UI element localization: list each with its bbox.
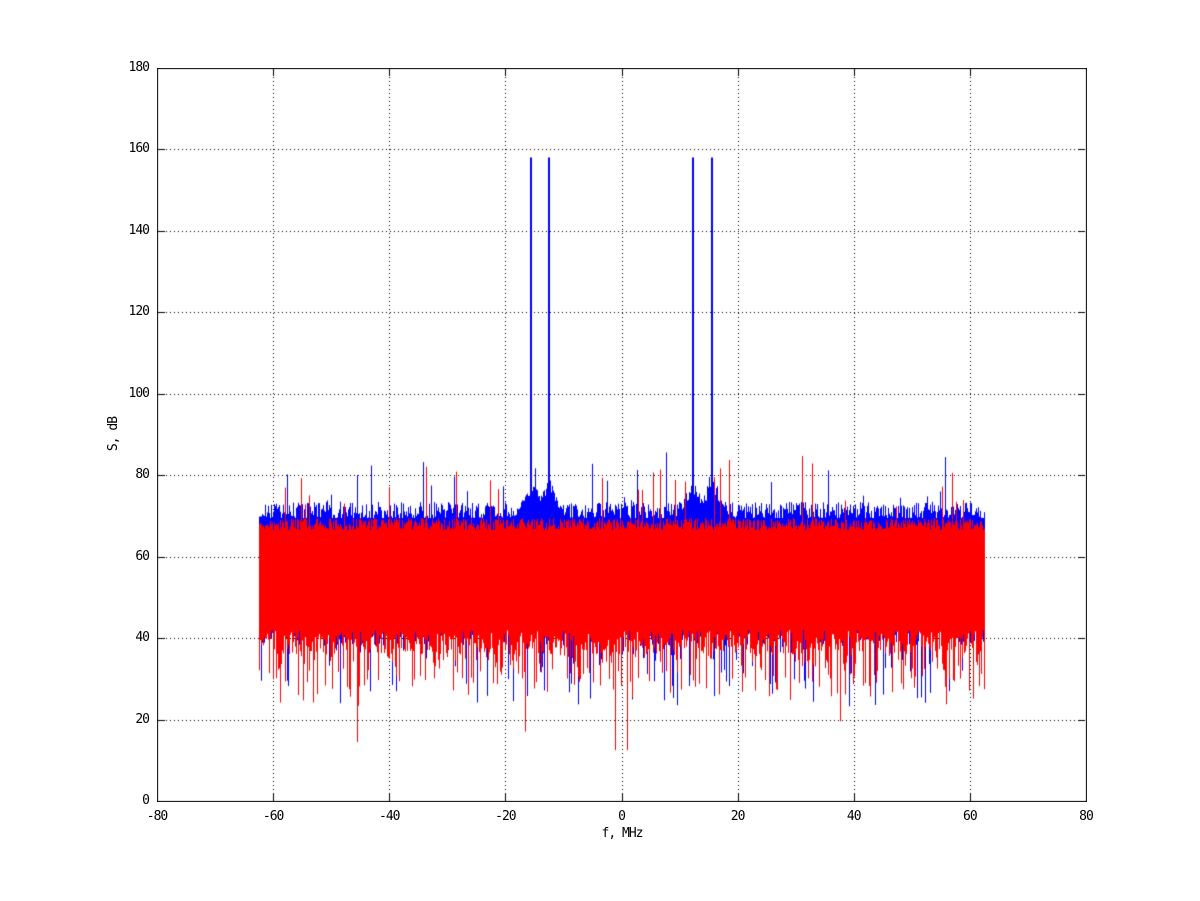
x-tick-label: -40 bbox=[379, 809, 400, 824]
x-tick-label: 20 bbox=[730, 809, 746, 824]
y-tick-label: 160 bbox=[128, 141, 150, 157]
x-tick-label: 40 bbox=[846, 809, 862, 824]
plot-area bbox=[157, 68, 1087, 802]
y-tick-label: 140 bbox=[128, 222, 150, 238]
x-tick-label: -80 bbox=[146, 809, 168, 824]
y-tick-label: 20 bbox=[135, 711, 150, 727]
x-axis-label: f, MHz bbox=[601, 826, 644, 841]
x-tick-label: -20 bbox=[495, 809, 516, 824]
x-tick-label: -60 bbox=[262, 809, 284, 824]
y-tick-label: 40 bbox=[135, 630, 150, 646]
x-tick-label: 0 bbox=[618, 809, 626, 824]
y-axis-label: S, dB bbox=[106, 416, 121, 452]
y-tick-label: 0 bbox=[142, 793, 150, 808]
x-tick-label: 80 bbox=[1079, 809, 1094, 824]
y-tick-label: 80 bbox=[135, 467, 150, 483]
y-tick-label: 100 bbox=[128, 385, 150, 401]
y-tick-label: 120 bbox=[128, 304, 150, 320]
x-tick-label: 60 bbox=[963, 809, 978, 824]
y-tick-label: 180 bbox=[128, 60, 150, 75]
y-tick-label: 60 bbox=[135, 548, 150, 564]
